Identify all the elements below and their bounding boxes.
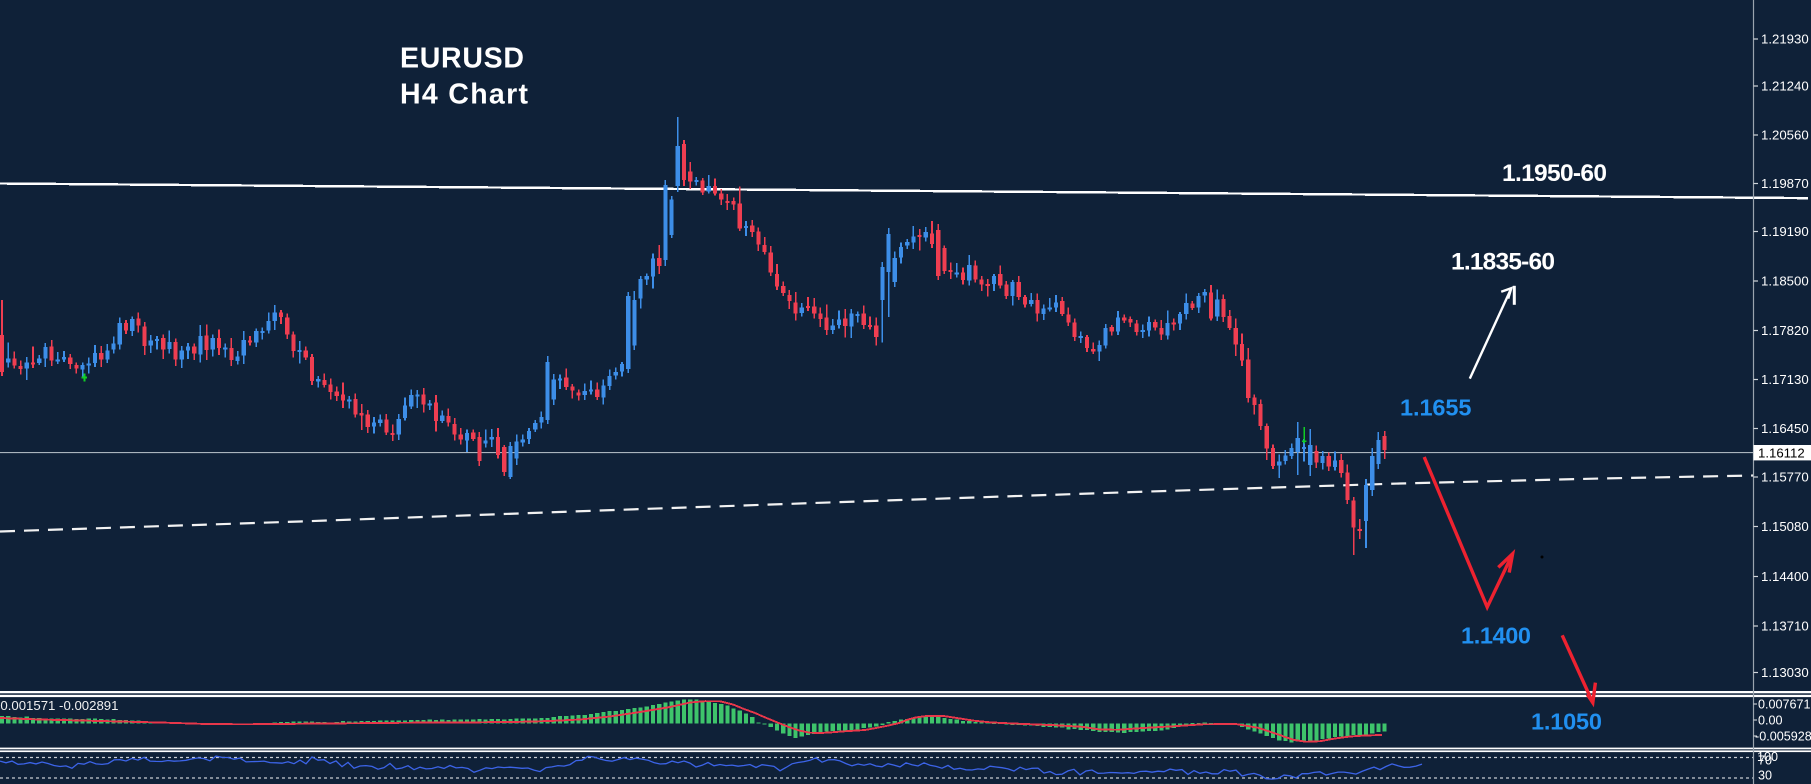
- svg-text:-0.005928: -0.005928: [1755, 729, 1811, 743]
- svg-text:1.13710: 1.13710: [1761, 619, 1809, 634]
- svg-text:1.19870: 1.19870: [1761, 176, 1809, 191]
- svg-text:1.14400: 1.14400: [1761, 569, 1809, 584]
- svg-text:1.1835-60: 1.1835-60: [1451, 249, 1555, 276]
- svg-text:1.15080: 1.15080: [1761, 519, 1809, 534]
- svg-text:1.17130: 1.17130: [1761, 372, 1809, 387]
- svg-text:0.00: 0.00: [1758, 713, 1783, 727]
- svg-text:1.1950-60: 1.1950-60: [1502, 160, 1607, 187]
- svg-text:1.18500: 1.18500: [1761, 274, 1809, 289]
- svg-text:1.13030: 1.13030: [1761, 665, 1809, 680]
- svg-text:-0.001571 -0.002891: -0.001571 -0.002891: [0, 698, 118, 713]
- svg-text:1.1655: 1.1655: [1400, 395, 1472, 421]
- svg-text:1.16450: 1.16450: [1761, 421, 1809, 436]
- svg-text:1.15770: 1.15770: [1761, 470, 1809, 485]
- svg-text:0.007671: 0.007671: [1758, 697, 1811, 711]
- svg-text:1.21240: 1.21240: [1761, 79, 1809, 94]
- svg-text:EURUSD: EURUSD: [400, 43, 524, 75]
- svg-text:1.21930: 1.21930: [1761, 32, 1809, 47]
- svg-text:70: 70: [1758, 753, 1772, 767]
- svg-text:100: 100: [1757, 750, 1778, 764]
- svg-text:1.1050: 1.1050: [1531, 709, 1602, 735]
- svg-text:1.1400: 1.1400: [1461, 623, 1531, 649]
- svg-text:1.19190: 1.19190: [1761, 224, 1809, 239]
- svg-text:1.20560: 1.20560: [1761, 128, 1809, 143]
- svg-text:1.17820: 1.17820: [1761, 323, 1809, 338]
- svg-text:H4 Chart: H4 Chart: [400, 79, 529, 111]
- svg-text:30: 30: [1758, 768, 1772, 782]
- svg-text:1.16112: 1.16112: [1758, 445, 1805, 460]
